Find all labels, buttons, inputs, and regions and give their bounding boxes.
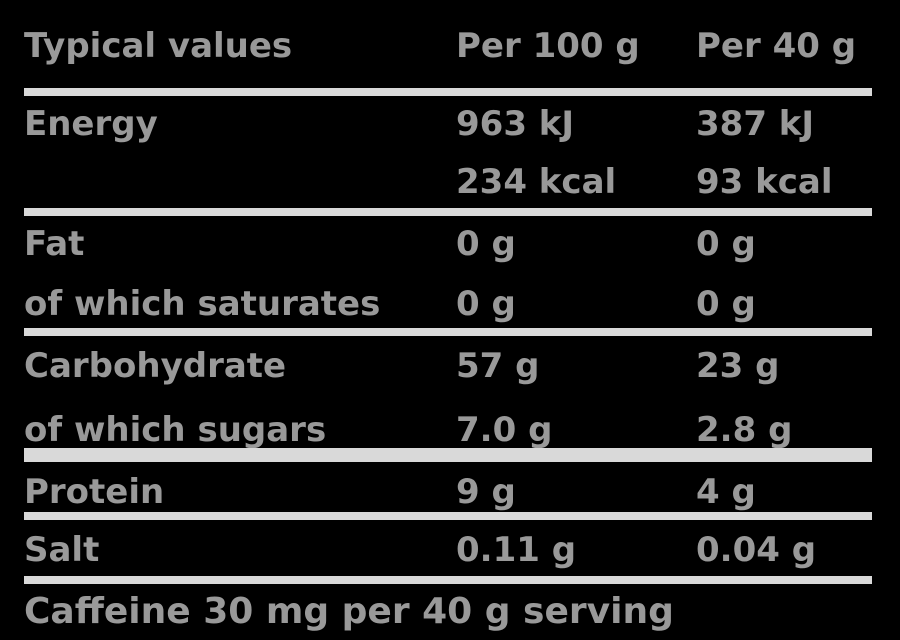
divider [24,208,872,216]
caffeine-note: Caffeine 30 mg per 40 g serving [24,591,674,632]
divider [24,88,872,96]
value-per-40g: 23 g [696,346,780,386]
value-per-40g: 387 kJ [696,104,815,144]
value-per-100g: 0.11 g [456,530,577,570]
value-per-100g: 0 g [456,224,516,264]
nutrient-name: Energy [24,104,158,144]
value-per-40g: 4 g [696,472,756,512]
divider [24,576,872,584]
value-per-100g: 0 g [456,284,516,324]
divider [24,512,872,520]
nutrient-name: Protein [24,472,165,512]
value-per-100g: 7.0 g [456,410,553,450]
nutrient-name: Salt [24,530,100,570]
header-label: Typical values [24,26,293,66]
divider [24,328,872,336]
value-per-100g: 234 kcal [456,162,617,202]
value-per-100g: 57 g [456,346,540,386]
header-per-40g: Per 40 g [696,26,857,66]
value-per-100g: 963 kJ [456,104,575,144]
value-per-40g: 2.8 g [696,410,793,450]
value-per-40g: 0 g [696,224,756,264]
value-per-100g: 9 g [456,472,516,512]
nutrient-name: Carbohydrate [24,346,287,386]
nutrient-name: Fat [24,224,85,264]
value-per-40g: 0.04 g [696,530,817,570]
nutrient-name: of which saturates [24,284,381,324]
nutrient-name: of which sugars [24,410,327,450]
value-per-40g: 0 g [696,284,756,324]
value-per-40g: 93 kcal [696,162,833,202]
divider-thick [24,448,872,462]
header-per-100g: Per 100 g [456,26,640,66]
